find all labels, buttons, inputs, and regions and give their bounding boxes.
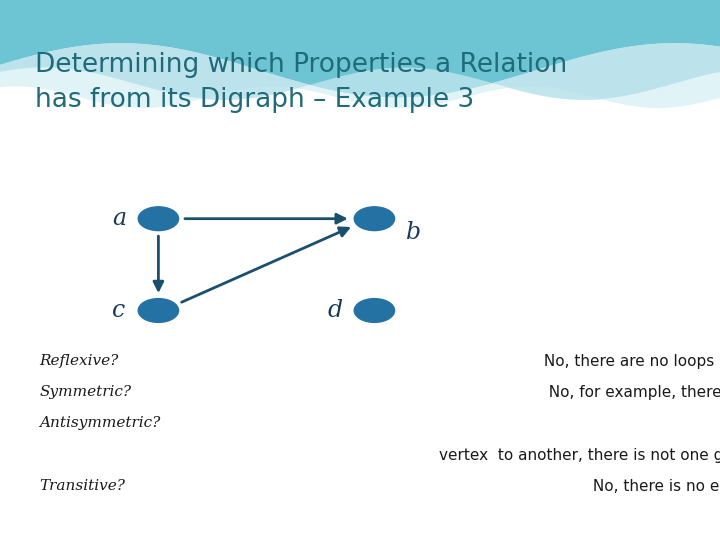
Text: has from its Digraph – Example 3: has from its Digraph – Example 3 [35, 87, 474, 113]
Ellipse shape [138, 207, 179, 231]
Text: Reflexive?: Reflexive? [40, 354, 119, 368]
Text: No, there is no edge from: No, there is no edge from [588, 479, 720, 494]
Text: Antisymmetric?: Antisymmetric? [40, 416, 161, 430]
Ellipse shape [354, 299, 395, 322]
Polygon shape [0, 0, 720, 97]
Text: Transitive?: Transitive? [40, 479, 125, 493]
Text: a: a [112, 207, 126, 230]
Text: b: b [406, 221, 422, 244]
Text: Symmetric?: Symmetric? [40, 385, 132, 399]
Text: c: c [112, 299, 125, 322]
Polygon shape [0, 68, 720, 108]
Ellipse shape [354, 207, 395, 231]
Text: No, for example, there is no edge from: No, for example, there is no edge from [539, 385, 720, 400]
Text: d: d [327, 299, 343, 322]
Text: Determining which Properties a Relation: Determining which Properties a Relation [35, 52, 567, 78]
Text: vertex  to another, there is not one going back: vertex to another, there is not one goin… [438, 448, 720, 463]
Polygon shape [0, 43, 720, 100]
Ellipse shape [138, 299, 179, 322]
Text: No, there are no loops: No, there are no loops [539, 354, 714, 369]
